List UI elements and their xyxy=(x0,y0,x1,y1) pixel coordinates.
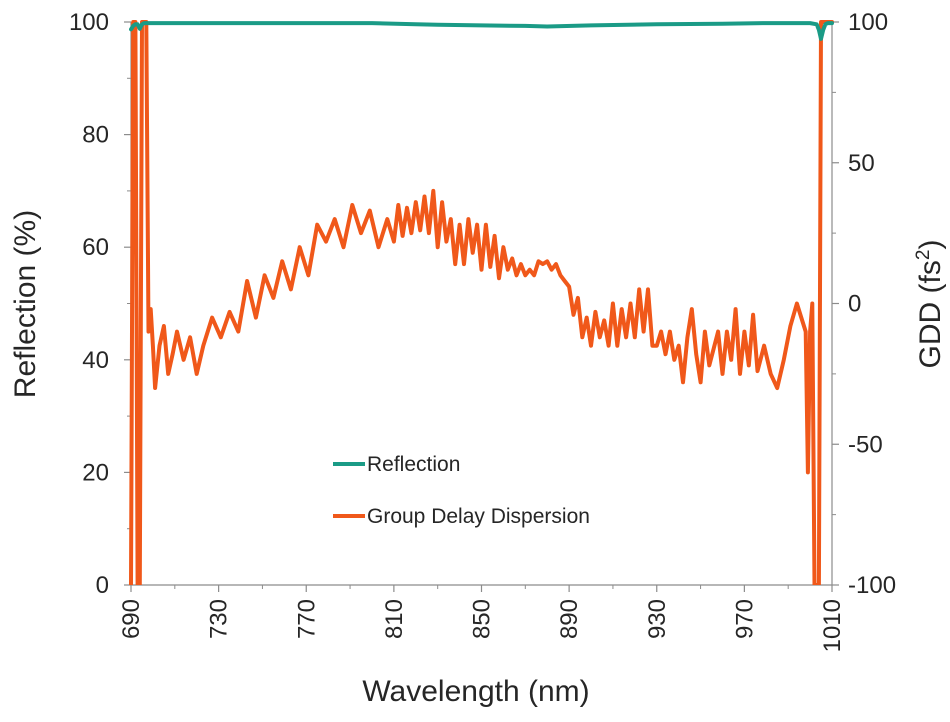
x-tick-label: 810 xyxy=(381,599,408,639)
x-tick-label: 690 xyxy=(118,599,145,639)
tick-labels: 0 20 40 60 80 100 -100 -50 0 50 100 690 730 770 810 850… xyxy=(69,9,896,652)
x-tick-label: 930 xyxy=(644,599,671,639)
series-line-reflection xyxy=(129,21,834,41)
left-y-tick-label: 40 xyxy=(82,347,109,374)
series-line-gdd xyxy=(129,20,834,585)
left-y-tick-label: 80 xyxy=(82,122,109,149)
x-tick-label: 970 xyxy=(731,599,758,639)
right-y-axis-title: GDD (fs2) xyxy=(913,240,947,369)
x-tick-label: 890 xyxy=(556,599,583,639)
legend: Reflection Group Delay Dispersion xyxy=(333,453,590,528)
left-y-tick-label: 0 xyxy=(96,572,109,599)
x-tick-label: 850 xyxy=(469,599,496,639)
right-y-tick-label: -100 xyxy=(848,572,896,599)
right-y-axis-title-base: GDD (fs xyxy=(914,260,947,368)
right-y-tick-label: 50 xyxy=(848,150,875,177)
right-y-tick-label: 0 xyxy=(848,291,861,318)
legend-label-gdd: Group Delay Dispersion xyxy=(367,505,590,528)
right-y-axis-title-superscript: 2 xyxy=(913,250,934,261)
left-y-axis-title: Reflection (%) xyxy=(9,210,42,398)
left-y-tick-label: 20 xyxy=(82,459,109,486)
right-y-tick-label: -50 xyxy=(848,431,883,458)
left-y-tick-label: 100 xyxy=(69,9,109,36)
x-tick-label: 1010 xyxy=(819,599,846,652)
x-tick-label: 770 xyxy=(293,599,320,639)
x-tick-label: 730 xyxy=(206,599,233,639)
tick-marks xyxy=(124,21,839,592)
series-lines xyxy=(129,20,834,585)
left-y-tick-label: 60 xyxy=(82,234,109,261)
right-y-axis-title-tail: ) xyxy=(914,240,947,250)
legend-label-reflection: Reflection xyxy=(367,453,460,476)
axes xyxy=(130,22,833,586)
right-y-tick-label: 100 xyxy=(848,9,888,36)
x-axis-title: Wavelength (nm) xyxy=(362,675,589,708)
